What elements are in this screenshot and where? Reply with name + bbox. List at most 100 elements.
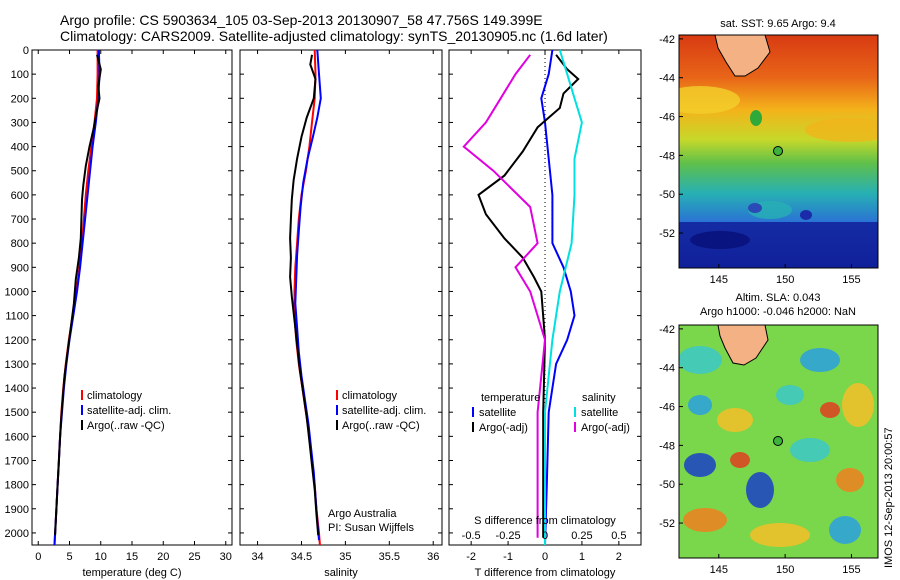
difference-panel: -2 -1 0 1 2T difference from climatology S di… <box>448 49 642 579</box>
sla-map-frame <box>678 324 879 559</box>
map-x-tick-label: 155 <box>842 564 860 576</box>
x-axis-label: temperature (deg C) <box>82 567 181 579</box>
y-tick-label: 100 <box>11 69 29 81</box>
s-tick-label: -0.5 <box>462 530 481 542</box>
sla-eddy <box>746 472 774 508</box>
y-tick-label: 300 <box>11 117 29 129</box>
legend-s-header: salinity <box>582 392 616 404</box>
sla-map-title-1: Altim. SLA: 0.043 <box>736 292 821 304</box>
series-line-2 <box>289 54 320 536</box>
sla-map-axes: -42 -44 -46 -48 -50 -52 145 150 155 <box>659 324 861 576</box>
map-y-tick-label: -48 <box>659 150 675 162</box>
sst-blue-spot-2 <box>800 210 812 220</box>
x-tick-label: 20 <box>157 551 169 563</box>
sst-map-axes: -42 -44 -46 -48 -50 -52 145 150 155 <box>659 34 861 286</box>
sst-cold-blob <box>690 231 750 249</box>
y-tick-label: 1300 <box>5 359 29 371</box>
map-y-tick-label: -42 <box>659 324 675 336</box>
sla-eddies <box>679 346 874 547</box>
sla-eddy <box>776 385 804 405</box>
sla-eddy <box>829 516 861 544</box>
legend-label: Argo(..raw -QC) <box>87 420 165 432</box>
x-tick-label: 15 <box>126 551 138 563</box>
legend-label: satellite-adj. clim. <box>87 405 171 417</box>
y-tick-label: 200 <box>11 93 29 105</box>
x-tick-label: 35 <box>339 551 351 563</box>
legend-label: satellite-adj. clim. <box>342 405 426 417</box>
x-tick-label: 5 <box>66 551 72 563</box>
plot-frame <box>239 49 443 546</box>
sla-eddy <box>842 383 874 427</box>
legend-label: satellite <box>581 407 618 419</box>
map-x-tick-label: 145 <box>710 274 728 286</box>
tasmania-shape <box>714 35 771 77</box>
plot-frame <box>31 49 233 546</box>
map-y-tick-label: -52 <box>659 518 675 530</box>
sst-map: sat. SST: 9.65 Argo: 9.4 -42 -44 -46 -48 -50… <box>659 18 879 286</box>
x-axis-label: salinity <box>324 567 358 579</box>
title-line-2: Climatology: CARS2009. Satellite-adjuste… <box>60 28 608 44</box>
x-tick-label: -1 <box>503 551 513 563</box>
temperature-panel: 0 5 10 15 20 25 30 temperature (deg C) 0 100 200 30… <box>5 45 233 579</box>
legend-label: climatology <box>342 390 398 402</box>
y-tick-label: 1200 <box>5 335 29 347</box>
map-y-tick-label: -48 <box>659 440 675 452</box>
sal-diff-line-1 <box>462 54 547 538</box>
legend-label: Argo(-adj) <box>581 422 630 434</box>
x-tick-label: 25 <box>188 551 200 563</box>
map-x-tick-label: 150 <box>776 564 794 576</box>
y-tick-label: 1900 <box>5 504 29 516</box>
x-tick-label: 34.5 <box>291 551 312 563</box>
x-tick-label: 36 <box>427 551 439 563</box>
legend-t-header: temperature <box>481 392 540 404</box>
x-axis-label: T difference from climatology <box>475 567 616 579</box>
y-tick-label: 1600 <box>5 431 29 443</box>
sla-eddy <box>750 523 810 547</box>
sla-map-title-2: Argo h1000: -0.046 h2000: NaN <box>700 306 856 318</box>
argo-australia-label: Argo Australia <box>328 508 397 520</box>
s-tick-label: 0.25 <box>571 530 592 542</box>
y-tick-label: 700 <box>11 214 29 226</box>
sla-eddy <box>684 453 716 477</box>
map-y-tick-label: -42 <box>659 34 675 46</box>
temp-diff-line-0 <box>540 49 576 546</box>
profile-marker-sla <box>773 436 783 446</box>
sla-eddy <box>820 402 840 418</box>
sla-map: Altim. SLA: 0.043 Argo h1000: -0.046 h20… <box>659 292 879 576</box>
y-tick-label: 800 <box>11 238 29 250</box>
map-y-tick-label: -44 <box>659 73 675 85</box>
map-x-tick-label: 155 <box>842 274 860 286</box>
sst-blue-spot <box>748 203 762 213</box>
y-tick-label: 500 <box>11 166 29 178</box>
sla-eddy <box>679 346 722 374</box>
y-tick-label: 900 <box>11 262 29 274</box>
salinity-panel: 34 34.5 35 35.5 36 salinity climatology satelli… <box>239 49 443 579</box>
s-tick-label: -0.25 <box>496 530 521 542</box>
pi-label: PI: Susan Wijffels <box>328 522 414 534</box>
x-tick-label: 2 <box>616 551 622 563</box>
sal-diff-line-0 <box>544 49 583 545</box>
map-x-tick-label: 150 <box>776 274 794 286</box>
map-y-tick-label: -44 <box>659 363 675 375</box>
y-tick-label: 400 <box>11 142 29 154</box>
x-tick-label: 0 <box>542 551 548 563</box>
y-tick-label: 1700 <box>5 455 29 467</box>
sla-eddy <box>683 508 727 532</box>
sst-map-title: sat. SST: 9.65 Argo: 9.4 <box>720 18 836 30</box>
s-tick-label: 0.5 <box>611 530 626 542</box>
sst-map-frame <box>678 34 879 269</box>
s-tick-label: 0 <box>542 530 548 542</box>
x-tick-label: 0 <box>35 551 41 563</box>
x-tick-label: 34 <box>251 551 263 563</box>
map-y-tick-label: -50 <box>659 189 675 201</box>
legend-label: Argo(..raw -QC) <box>342 420 420 432</box>
map-y-tick-label: -50 <box>659 479 675 491</box>
x-tick-label: 1 <box>579 551 585 563</box>
series-line-2 <box>54 54 102 536</box>
sla-eddy <box>800 348 840 372</box>
sst-warm-blob <box>679 86 740 114</box>
sla-eddy <box>836 468 864 492</box>
x-tick-label: 10 <box>95 551 107 563</box>
legend-label: satellite <box>479 407 516 419</box>
